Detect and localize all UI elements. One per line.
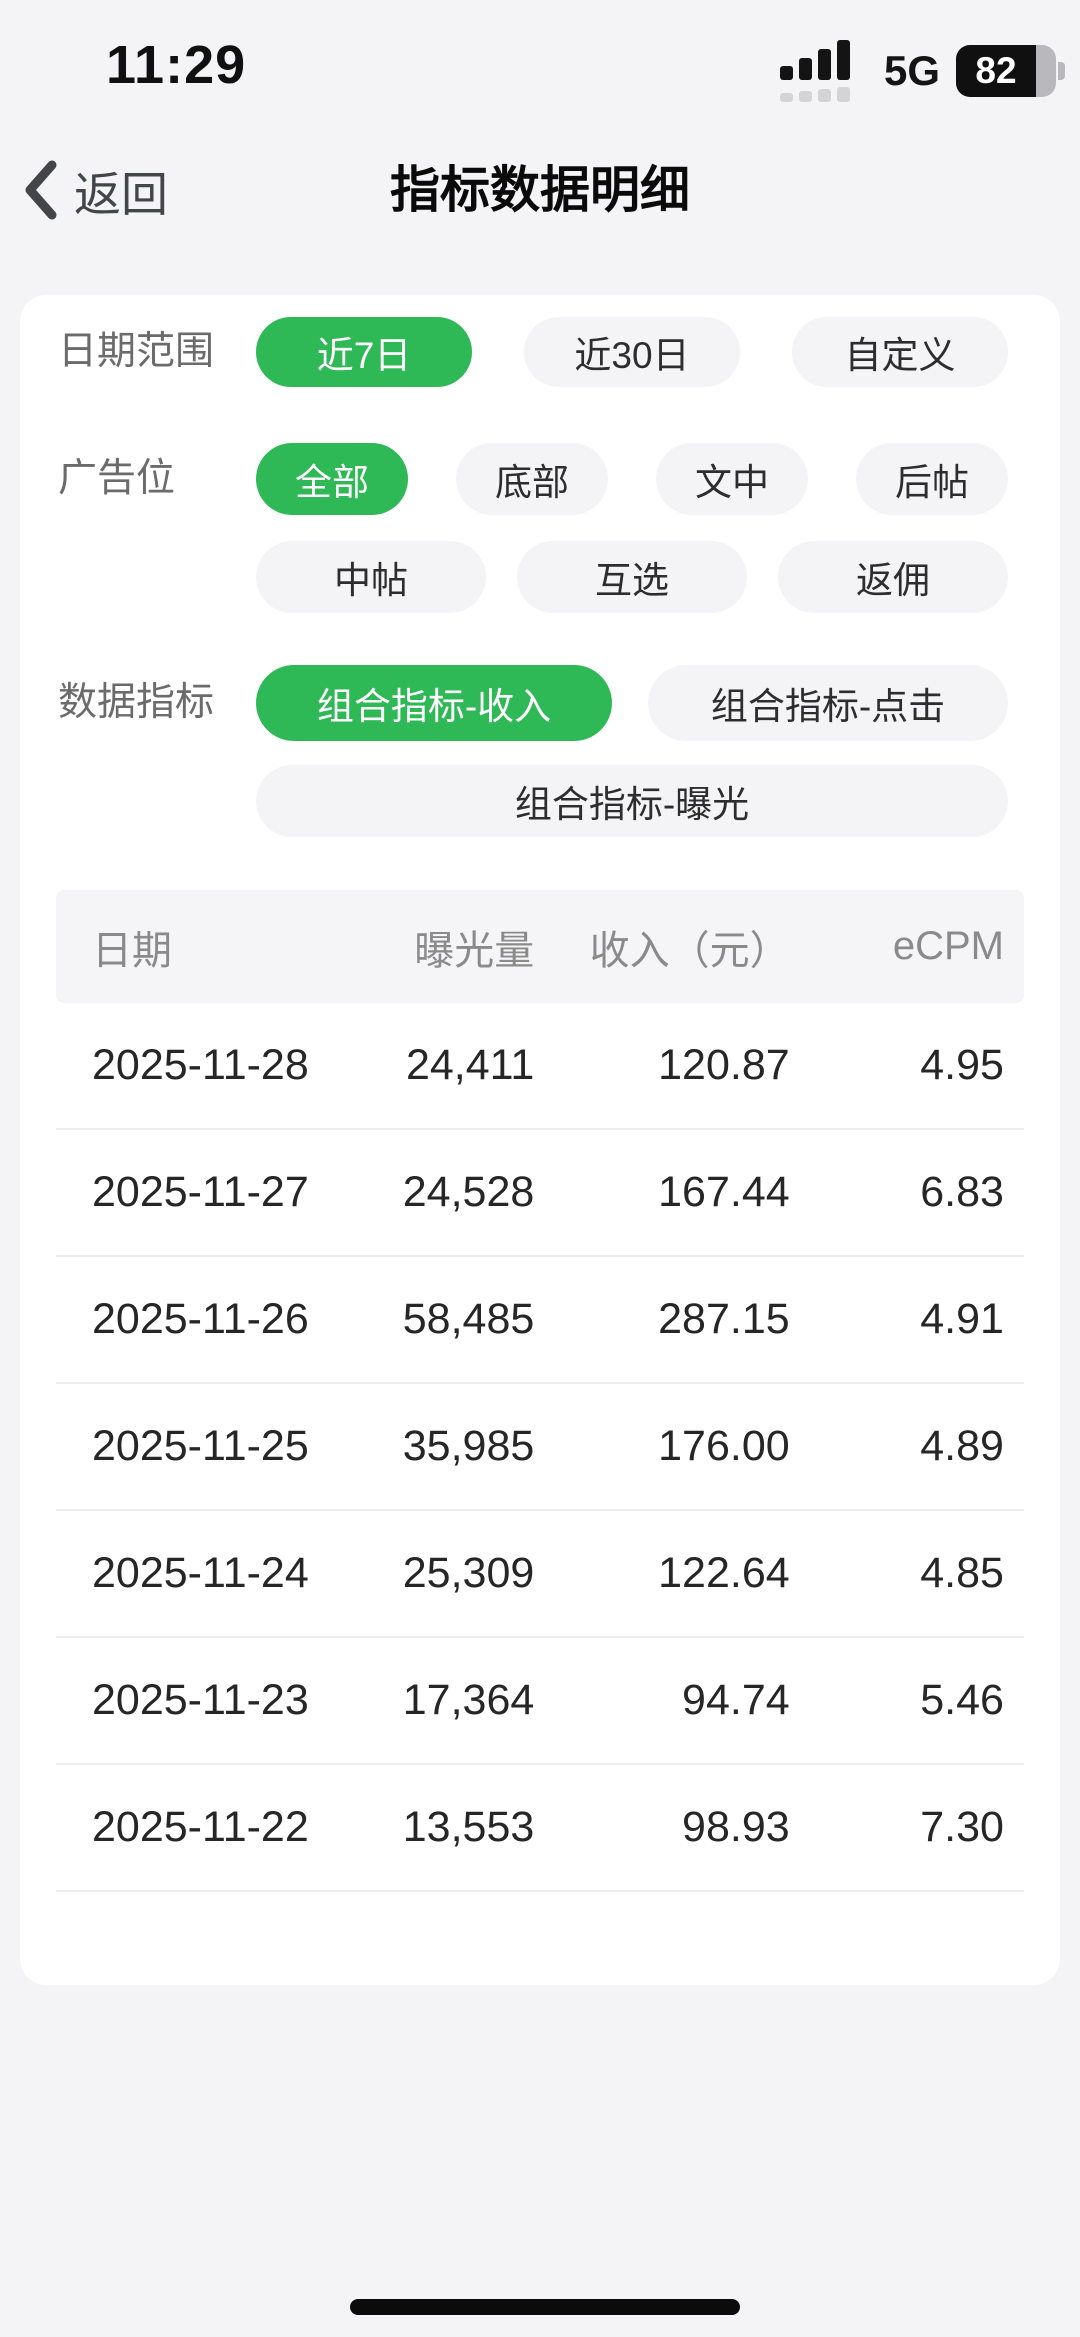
ad-slot-options-row2: 中帖 互选 返佣 <box>256 541 1008 613</box>
cell-revenue: 287.15 <box>658 1295 790 1343</box>
cell-ecpm: 4.95 <box>920 1041 1004 1089</box>
network-type-label: 5G <box>883 47 940 94</box>
cell-impressions: 25,309 <box>402 1549 535 1597</box>
cell-ecpm: 5.46 <box>920 1676 1004 1724</box>
cell-impressions: 35,985 <box>402 1422 535 1470</box>
cell-impressions: 24,528 <box>402 1168 535 1216</box>
metric-combo-exposure-button[interactable]: 组合指标-曝光 <box>256 765 1008 837</box>
ad-slot-all-button[interactable]: 全部 <box>256 443 408 515</box>
cell-date: 2025-11-26 <box>92 1295 309 1343</box>
date-range-7d-button[interactable]: 近7日 <box>256 317 472 387</box>
cellular-signal-icon <box>779 40 868 102</box>
cell-revenue: 122.64 <box>658 1549 790 1597</box>
metrics-card: 日期范围 近7日 近30日 自定义 广告位 全部 底部 文中 后帖 中帖 互选 … <box>20 295 1060 1985</box>
cell-date: 2025-11-25 <box>92 1422 309 1470</box>
date-range-30d-button[interactable]: 近30日 <box>524 317 740 387</box>
cell-date: 2025-11-22 <box>92 1803 309 1851</box>
table-row: 2025-11-28 24,411 120.87 4.95 <box>56 1003 1024 1130</box>
cell-ecpm: 4.89 <box>920 1422 1004 1470</box>
home-indicator[interactable] <box>350 2299 740 2315</box>
filter-label-date-range: 日期范围 <box>58 330 215 373</box>
table-row: 2025-11-27 24,528 167.44 6.83 <box>56 1130 1024 1257</box>
cell-revenue: 120.87 <box>658 1041 790 1089</box>
cell-revenue: 176.00 <box>658 1422 790 1470</box>
secondary-signal-icon <box>779 86 850 102</box>
battery-cap <box>1058 62 1065 80</box>
cell-revenue: 98.93 <box>682 1803 790 1851</box>
status-bar: 11:29 5G 82 <box>0 0 1080 115</box>
table-row: 2025-11-23 17,364 94.74 5.46 <box>56 1638 1024 1765</box>
back-button-label: 返回 <box>74 167 168 221</box>
metric-combo-revenue-button[interactable]: 组合指标-收入 <box>256 665 612 741</box>
nav-bar: 返回 指标数据明细 <box>0 140 1080 240</box>
cell-date: 2025-11-27 <box>92 1168 309 1216</box>
ad-slot-options-row1: 全部 底部 文中 后帖 <box>256 443 1008 515</box>
column-header-ecpm: eCPM <box>892 924 1004 968</box>
cell-impressions: 17,364 <box>402 1676 535 1724</box>
metric-combo-click-button[interactable]: 组合指标-点击 <box>648 665 1008 741</box>
ad-slot-mid-post-button[interactable]: 中帖 <box>256 541 486 613</box>
ad-slot-rebate-button[interactable]: 返佣 <box>778 541 1008 613</box>
column-header-date: 日期 <box>92 928 172 973</box>
metric-options-row2: 组合指标-曝光 <box>256 765 1008 837</box>
status-icons: 5G 82 <box>779 40 1065 102</box>
battery-icon: 82 <box>956 45 1065 97</box>
table-row: 2025-11-22 13,553 98.93 7.30 <box>56 1765 1024 1892</box>
cell-impressions: 13,553 <box>402 1803 535 1851</box>
status-time: 11:29 <box>106 35 247 95</box>
date-range-custom-button[interactable]: 自定义 <box>792 317 1008 387</box>
date-range-options: 近7日 近30日 自定义 <box>256 317 1008 387</box>
table-row: 2025-11-26 58,485 287.15 4.91 <box>56 1257 1024 1384</box>
chevron-left-icon <box>25 160 57 220</box>
cell-ecpm: 4.91 <box>920 1295 1004 1343</box>
cell-date: 2025-11-23 <box>92 1676 309 1724</box>
filter-label-metric: 数据指标 <box>58 681 215 724</box>
table-row: 2025-11-24 25,309 122.64 4.85 <box>56 1511 1024 1638</box>
table-header-row: 日期 曝光量 收入（元） eCPM <box>56 890 1024 1003</box>
cell-revenue: 167.44 <box>658 1168 790 1216</box>
filter-label-ad-slot: 广告位 <box>58 457 176 500</box>
ad-slot-mutual-select-button[interactable]: 互选 <box>517 541 747 613</box>
ad-slot-after-post-button[interactable]: 后帖 <box>856 443 1008 515</box>
table-row: 2025-11-25 35,985 176.00 4.89 <box>56 1384 1024 1511</box>
battery-percent: 82 <box>975 50 1017 91</box>
back-button[interactable]: 返回 <box>22 140 168 240</box>
column-header-revenue: 收入（元） <box>589 928 790 973</box>
cell-ecpm: 4.85 <box>920 1549 1004 1597</box>
metrics-table: 日期 曝光量 收入（元） eCPM 2025-11-28 24,411 120.… <box>56 890 1024 1892</box>
ad-slot-in-article-button[interactable]: 文中 <box>656 443 808 515</box>
cell-impressions: 58,485 <box>402 1295 535 1343</box>
cell-date: 2025-11-28 <box>92 1041 309 1089</box>
cell-impressions: 24,411 <box>405 1041 535 1089</box>
page-title: 指标数据明细 <box>390 162 690 218</box>
cell-ecpm: 6.83 <box>920 1168 1004 1216</box>
ad-slot-bottom-button[interactable]: 底部 <box>456 443 608 515</box>
cell-ecpm: 7.30 <box>920 1803 1004 1851</box>
cell-revenue: 94.74 <box>682 1676 790 1724</box>
metric-options-row1: 组合指标-收入 组合指标-点击 <box>256 665 1008 741</box>
column-header-impressions: 曝光量 <box>414 928 535 973</box>
cell-date: 2025-11-24 <box>92 1549 309 1597</box>
